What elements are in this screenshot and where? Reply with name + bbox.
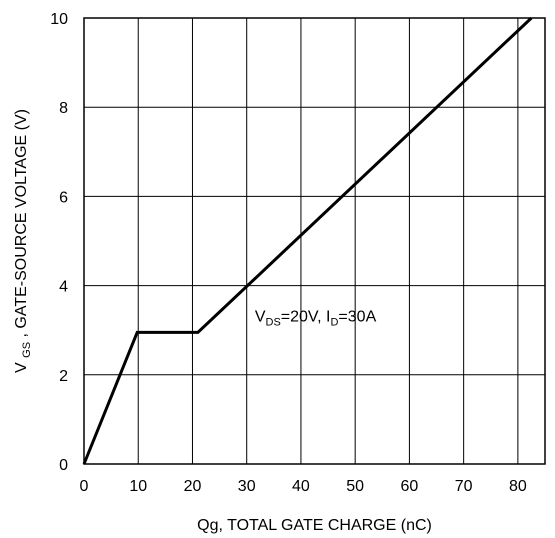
y-axis-title-prefix: V bbox=[13, 362, 30, 373]
y-tick-label: 6 bbox=[59, 189, 68, 206]
x-tick-label: 0 bbox=[80, 478, 89, 495]
x-tick-label: 50 bbox=[346, 478, 364, 495]
x-axis-title: Qg, TOTAL GATE CHARGE (nC) bbox=[197, 517, 432, 534]
annotation-subscript: DS bbox=[266, 316, 281, 328]
x-tick-label: 20 bbox=[184, 478, 202, 495]
y-tick-labels: 0 2 4 6 8 10 bbox=[50, 11, 68, 474]
x-tick-label: 40 bbox=[292, 478, 310, 495]
y-axis-title-rest: , GATE-SOURCE VOLTAGE (V) bbox=[13, 109, 30, 337]
condition-annotation: VDS=20V, ID=30A bbox=[255, 308, 377, 328]
series-line bbox=[82, 16, 533, 465]
x-tick-label: 70 bbox=[455, 478, 473, 495]
x-tick-label: 30 bbox=[238, 478, 256, 495]
grid bbox=[84, 18, 545, 464]
y-tick-label: 8 bbox=[59, 100, 68, 117]
x-tick-label: 60 bbox=[401, 478, 419, 495]
y-tick-label: 0 bbox=[59, 457, 68, 474]
annotation-text: =20V, I bbox=[281, 308, 331, 325]
x-tick-label: 80 bbox=[509, 478, 527, 495]
x-tick-labels: 0 10 20 30 40 50 60 70 80 bbox=[80, 478, 527, 495]
y-tick-label: 4 bbox=[59, 279, 68, 296]
y-axis-title: V GS , GATE-SOURCE VOLTAGE (V) bbox=[13, 109, 34, 373]
series-layer bbox=[82, 16, 533, 465]
y-axis-title-subscript: GS bbox=[21, 342, 33, 358]
x-tick-label: 10 bbox=[129, 478, 147, 495]
annotation-text: V bbox=[255, 308, 266, 325]
annotation-text: =30A bbox=[338, 308, 376, 325]
y-tick-label: 2 bbox=[59, 368, 68, 385]
plot-frame bbox=[83, 17, 546, 465]
y-tick-label: 10 bbox=[50, 11, 68, 28]
annotation-subscript: D bbox=[330, 316, 338, 328]
